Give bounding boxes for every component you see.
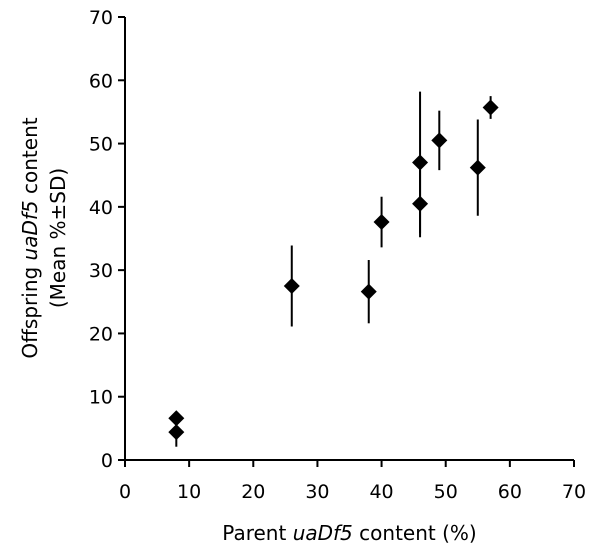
data-point-marker (412, 195, 429, 212)
x-tick-label: 10 (177, 481, 201, 503)
x-tick-label: 40 (369, 481, 393, 503)
x-tick-label: 60 (498, 481, 522, 503)
y-tick-label: 20 (89, 323, 113, 345)
data-point-marker (469, 159, 486, 176)
data-point-marker (168, 424, 185, 441)
x-ticks: 0 10 20 30 40 50 60 70 (119, 460, 586, 503)
y-axis-title-line2: (Mean %±SD) (46, 168, 70, 308)
x-axis-title: Parent uaDf5 content (%) (222, 521, 476, 545)
x-tick-label: 0 (119, 481, 131, 503)
data-point-marker (168, 410, 185, 427)
x-tick-label: 30 (305, 481, 329, 503)
x-tick-label: 20 (241, 481, 265, 503)
y-ticks: 0 10 20 30 40 50 60 70 (89, 7, 125, 472)
y-tick-label: 40 (89, 197, 113, 219)
y-tick-label: 0 (101, 450, 113, 472)
error-bars (175, 91, 492, 447)
y-tick-label: 60 (89, 70, 113, 92)
y-tick-label: 10 (89, 387, 113, 409)
y-axis-title-line1: Offspring uaDf5 content (18, 117, 42, 358)
data-point-marker (283, 277, 300, 294)
y-axis-title: Offspring uaDf5 content (Mean %±SD) (18, 117, 70, 358)
data-point-marker (482, 99, 499, 116)
y-tick-label: 50 (89, 134, 113, 156)
data-point-marker (360, 283, 377, 300)
x-tick-label: 70 (562, 481, 586, 503)
data-point-marker (412, 154, 429, 171)
data-point-marker (373, 214, 390, 231)
y-tick-label: 30 (89, 260, 113, 282)
data-point-marker (431, 132, 448, 149)
x-tick-label: 50 (434, 481, 458, 503)
data-points (168, 99, 499, 441)
plot-area: 0 10 20 30 40 50 60 70 0 10 20 30 40 50 60 70 (89, 7, 586, 503)
y-tick-label: 70 (89, 7, 113, 29)
